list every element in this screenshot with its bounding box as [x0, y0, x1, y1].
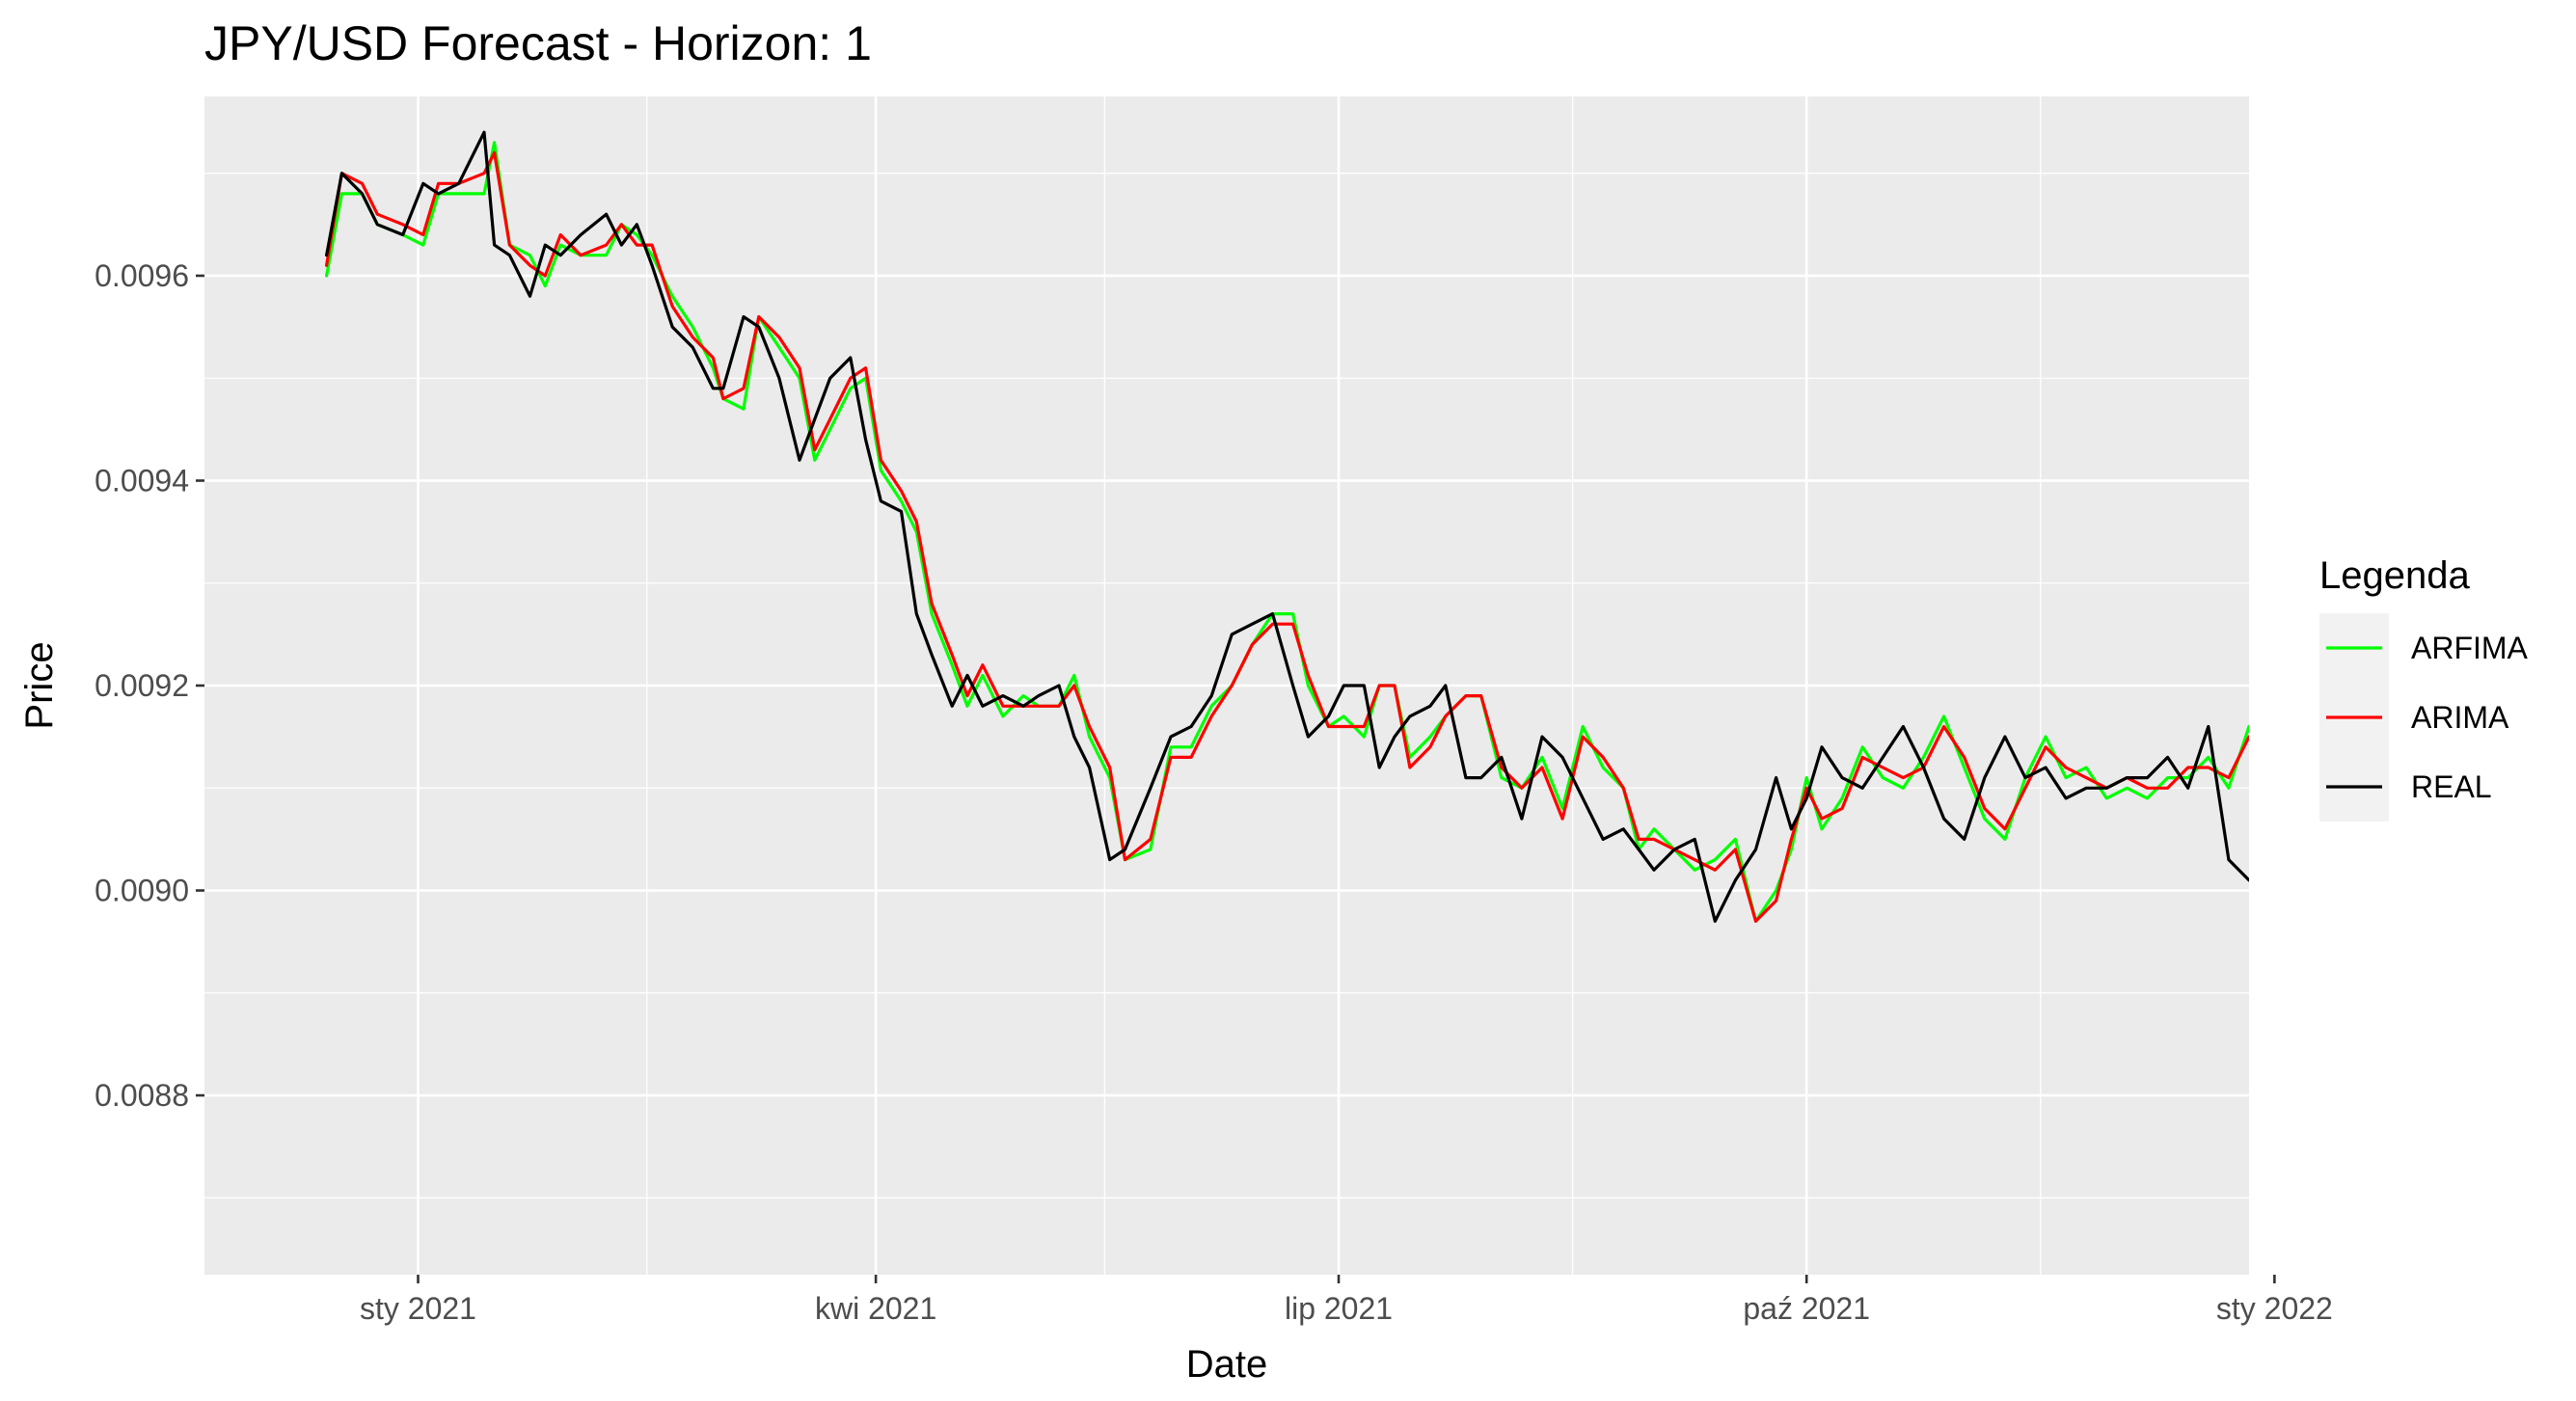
legend-title: Legenda	[2319, 554, 2470, 597]
x-tick-label-2: lip 2021	[1285, 1291, 1393, 1326]
x-tick-label-0: sty 2021	[360, 1291, 476, 1326]
x-tick-label-4: sty 2022	[2216, 1291, 2333, 1326]
series-line-arfima	[325, 141, 2249, 924]
legend-label-arima: ARIMA	[2411, 700, 2509, 735]
legend-items: ARFIMA ARIMA REAL	[2326, 631, 2529, 804]
y-tick-label-0.0090: 0.0090	[95, 874, 189, 908]
series-line-real	[325, 130, 2249, 924]
y-tick-label-0.0094: 0.0094	[95, 463, 189, 498]
legend-label-real: REAL	[2411, 769, 2492, 804]
y-axis-title: Price	[18, 641, 61, 729]
x-tick-label-3: paź 2021	[1743, 1291, 1870, 1326]
series-line-arima	[325, 150, 2249, 924]
x-axis: sty 2021 kwi 2021 lip 2021 paź 2021 sty 2022	[360, 1275, 2333, 1326]
y-axis: 0.0088 0.0090 0.0092 0.0094 0.0096	[95, 258, 204, 1113]
y-tick-label-0.0096: 0.0096	[95, 258, 189, 293]
y-tick-label-0.0092: 0.0092	[95, 668, 189, 703]
legend-label-arfima: ARFIMA	[2411, 631, 2529, 665]
x-axis-title: Date	[1186, 1343, 1268, 1386]
x-tick-label-1: kwi 2021	[815, 1291, 936, 1326]
y-tick-label-0.0088: 0.0088	[95, 1078, 189, 1113]
chart-title: JPY/USD Forecast - Horizon: 1	[204, 16, 872, 70]
series-lines	[325, 130, 2249, 924]
legend: Legenda ARFIMA ARIMA REAL	[2319, 554, 2529, 822]
